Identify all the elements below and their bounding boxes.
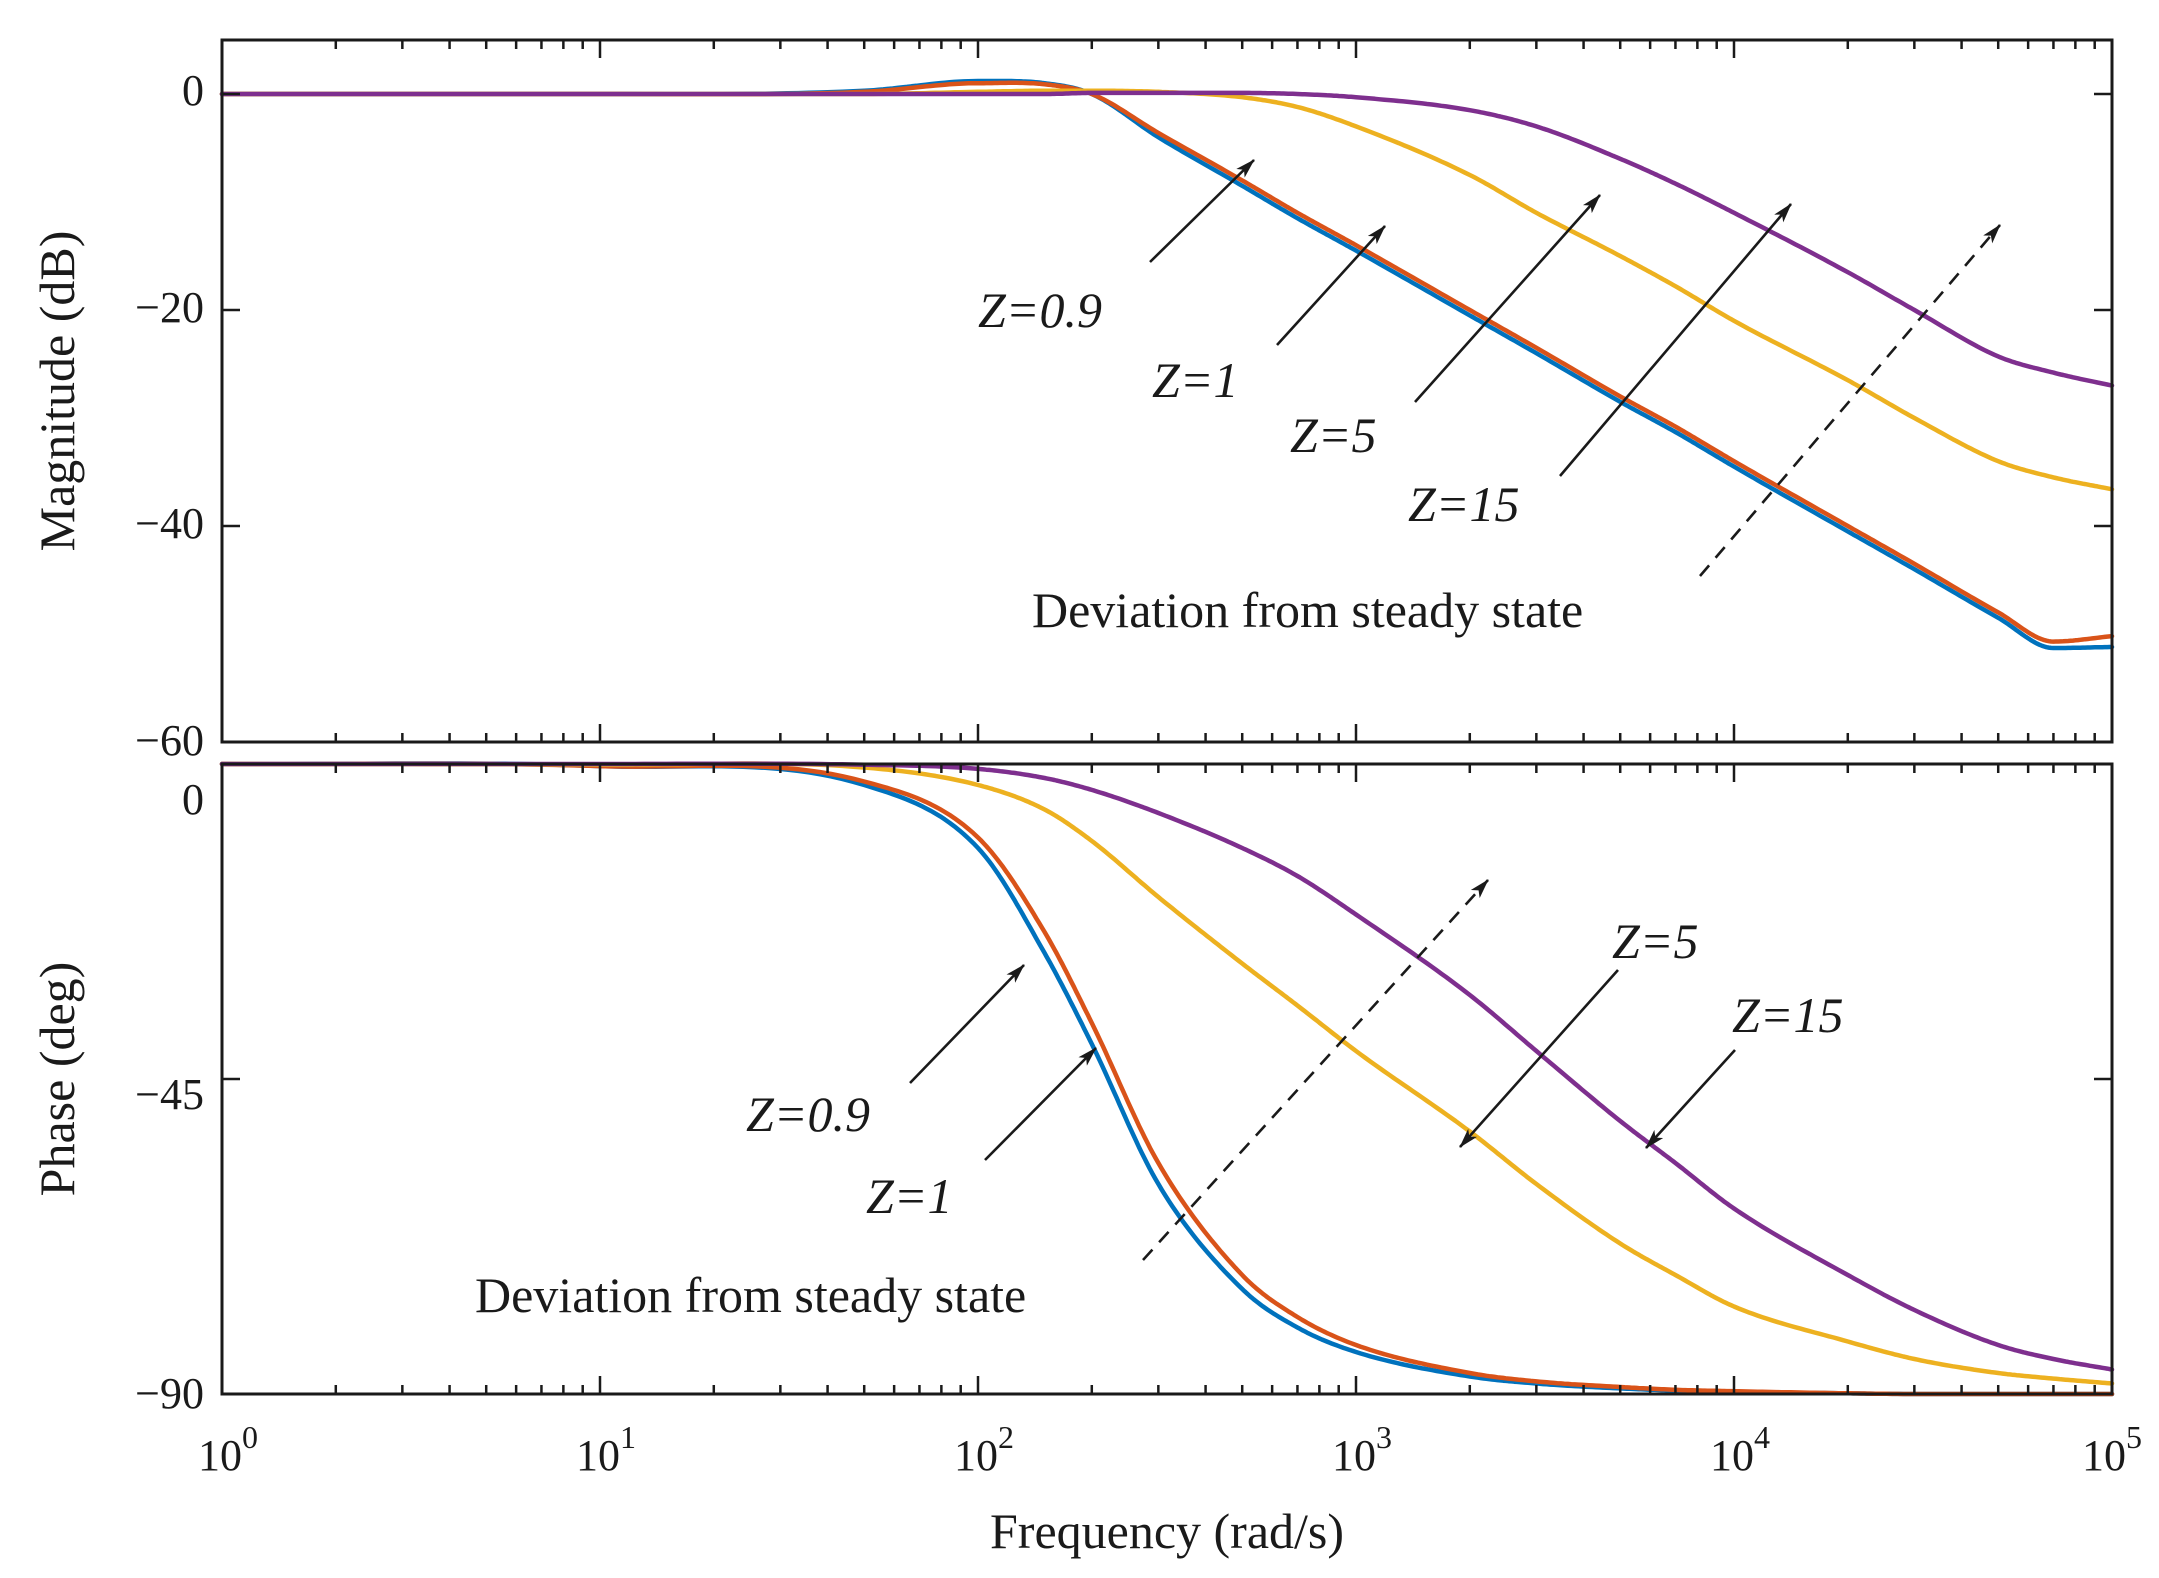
x-tick-label: 101 <box>576 1419 636 1480</box>
phase-curve-z-5 <box>219 761 2115 1386</box>
magnitude-arrow-z-15 <box>1559 203 1792 477</box>
magnitude-ticks <box>220 40 2114 744</box>
phase-arrow-z-5 <box>1459 969 1619 1148</box>
magnitude-curve-z-1 <box>219 80 2115 644</box>
phase-y-tick-labels: 0 −45 −90 <box>135 775 204 1418</box>
phase-label-z-5: Z=5 <box>1612 913 1699 969</box>
x-tick-label: 104 <box>1710 1419 1770 1480</box>
phase-label-deviation: Deviation from steady state <box>475 1267 1026 1323</box>
magnitude-label-z-0-9: Z=0.9 <box>978 282 1102 338</box>
magnitude-axes-frame <box>220 38 2114 744</box>
magnitude-label-z-5: Z=5 <box>1290 407 1377 463</box>
x-tick-label: 105 <box>2082 1419 2142 1480</box>
magnitude-y-tick-label: −60 <box>135 716 204 765</box>
magnitude-arrow-z-0-9 <box>1149 159 1255 263</box>
phase-arrow-z-15 <box>1645 1049 1736 1149</box>
x-tick-labels: 100 101 102 103 104 105 <box>198 1419 2142 1480</box>
magnitude-y-tick-label: −20 <box>135 283 204 332</box>
phase-y-tick-label: 0 <box>182 775 204 824</box>
phase-arrow-z-1 <box>984 1047 1097 1161</box>
magnitude-arrow-deviation <box>1699 224 2001 577</box>
magnitude-curves <box>219 78 2115 651</box>
phase-label-z-15: Z=15 <box>1732 987 1844 1043</box>
phase-arrow-deviation <box>1142 879 1489 1261</box>
phase-annotations: Z=0.9 Z=1 Z=5 Z=15 Deviation from steady… <box>475 879 1844 1323</box>
phase-label-z-0-9: Z=0.9 <box>746 1086 870 1142</box>
phase-y-tick-label: −45 <box>135 1070 204 1119</box>
magnitude-arrow-z-5 <box>1414 194 1601 403</box>
phase-y-tick-label: −90 <box>135 1369 204 1418</box>
x-tick-label: 102 <box>954 1419 1014 1480</box>
magnitude-curve-z-5 <box>219 88 2115 492</box>
magnitude-label-deviation: Deviation from steady state <box>1032 582 1583 638</box>
magnitude-label-z-15: Z=15 <box>1408 476 1520 532</box>
phase-curve-z-15 <box>219 761 2115 1372</box>
phase-arrow-z-0-9 <box>909 964 1025 1084</box>
magnitude-y-axis-label: Magnitude (dB) <box>29 231 85 552</box>
x-tick-label: 103 <box>1332 1419 1392 1480</box>
magnitude-curve-z-15 <box>219 90 2115 388</box>
phase-ticks <box>220 762 2114 1396</box>
phase-y-axis-label: Phase (deg) <box>29 962 85 1197</box>
magnitude-y-tick-label: −40 <box>135 499 204 548</box>
magnitude-arrow-z-1 <box>1276 225 1386 346</box>
phase-panel: 0 −45 −90 Phase (deg) Z=0.9 Z=1 Z=5 Z=15… <box>29 761 2115 1418</box>
magnitude-label-z-1: Z=1 <box>1152 352 1239 408</box>
magnitude-annotations: Z=0.9 Z=1 Z=5 Z=15 Deviation from steady… <box>978 159 2001 638</box>
magnitude-y-tick-labels: 0 −20 −40 −60 <box>135 66 204 765</box>
x-axis-label: Frequency (rad/s) <box>990 1503 1344 1559</box>
magnitude-panel: 0 −20 −40 −60 Magnitude (dB) Z=0.9 Z=1 Z… <box>29 38 2115 765</box>
phase-label-z-1: Z=1 <box>866 1168 953 1224</box>
x-tick-label: 100 <box>198 1419 258 1480</box>
magnitude-y-tick-label: 0 <box>182 66 204 115</box>
